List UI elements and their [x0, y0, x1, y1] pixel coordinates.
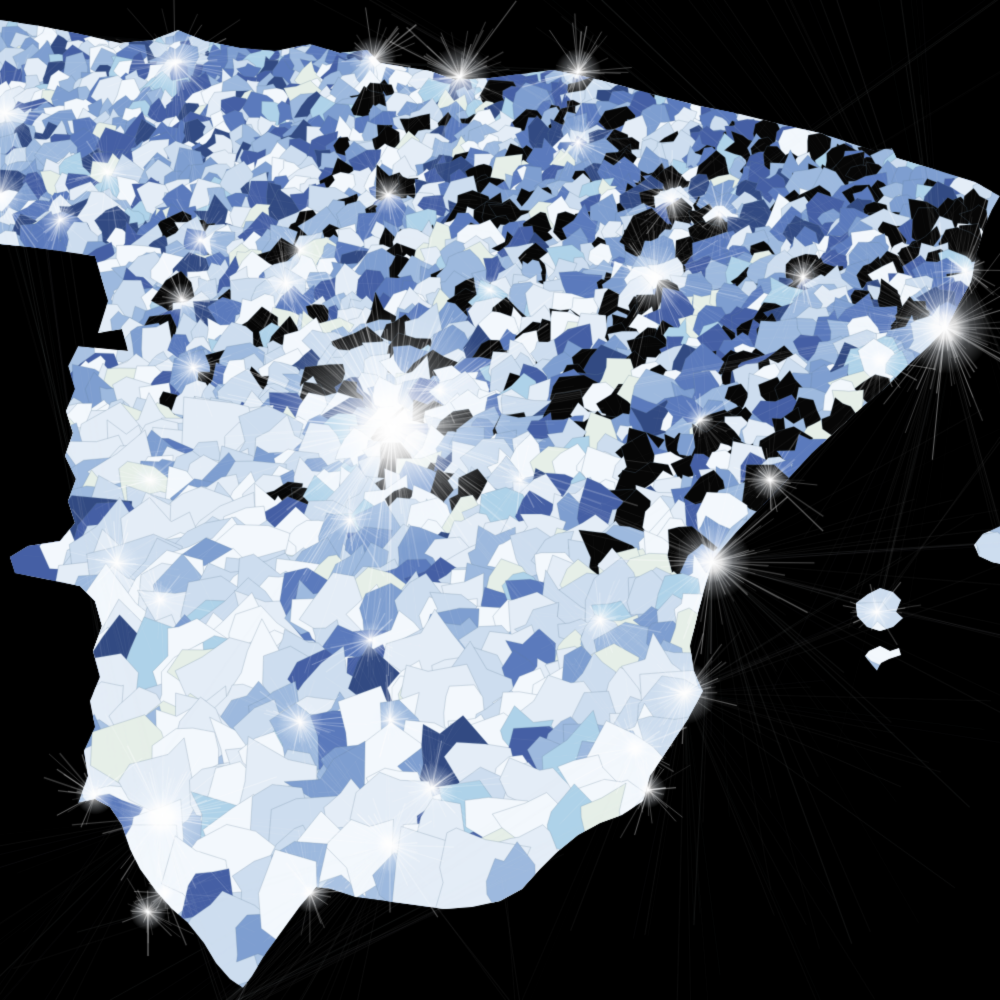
map-canvas: [0, 0, 1000, 1000]
spain-mobility-flow-map: [0, 0, 1000, 1000]
